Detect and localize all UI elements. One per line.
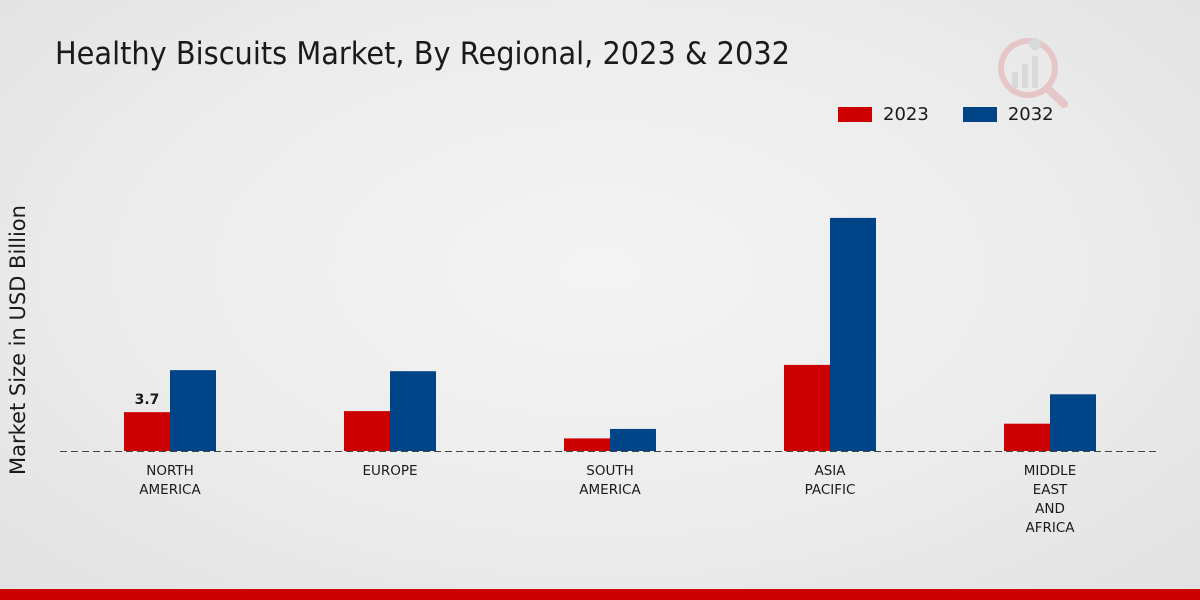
chart-title: Healthy Biscuits Market, By Regional, 20… (55, 36, 791, 72)
bar-2032-3 (830, 217, 876, 451)
bar-2032-4 (1050, 394, 1096, 451)
legend-swatch-2023 (838, 107, 872, 122)
x-tick-label-2: SOUTH AMERICA (579, 463, 641, 498)
legend-item-2032: 2032 (962, 104, 1054, 125)
x-tick-label-0: NORTH AMERICA (139, 463, 201, 498)
bar-2023-3 (784, 364, 830, 451)
bar-2032-1 (390, 371, 436, 451)
watermark-logo-icon (998, 38, 1068, 108)
bar-2023-1 (344, 411, 390, 451)
x-tick-label-1: EUROPE (362, 463, 417, 479)
legend-label-2023: 2023 (883, 104, 929, 125)
legend-swatch-2032 (962, 107, 997, 122)
bar-2023-2 (564, 438, 610, 451)
bar-2023-0 (124, 412, 170, 451)
x-tick-label-3: ASIA PACIFIC (805, 463, 856, 498)
legend: 2023 2032 (838, 104, 1088, 125)
bottom-accent-bar (0, 589, 1200, 600)
x-tick-label-4: MIDDLE EAST AND AFRICA (1024, 463, 1076, 536)
bar-2032-2 (610, 428, 656, 451)
bar-2023-4 (1004, 423, 1050, 451)
legend-item-2023: 2023 (838, 104, 929, 125)
legend-label-2032: 2032 (1007, 104, 1054, 125)
data-label-0: 3.7 (135, 392, 160, 408)
bar-2032-0 (170, 370, 216, 451)
